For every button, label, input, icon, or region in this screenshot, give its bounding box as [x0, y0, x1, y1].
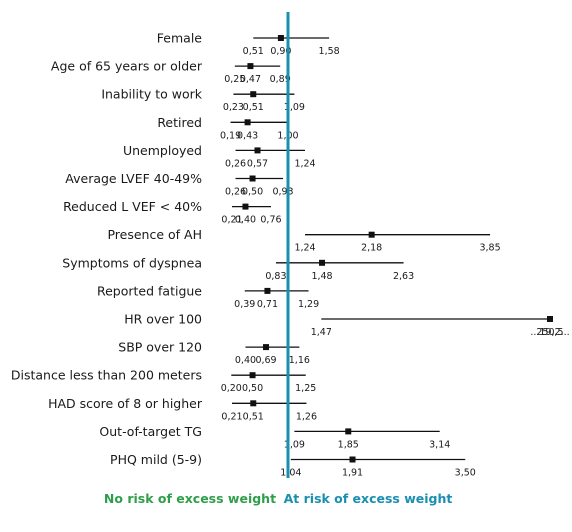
ci-upper-label: 0,76 [260, 215, 281, 226]
ci-upper-label: 1,29 [298, 299, 319, 310]
ci-upper-label: 1,25 [295, 383, 316, 394]
forest-row: Presence of AH 1,24 2,18 3,85 [107, 227, 500, 254]
row-label: Age of 65 years or older [51, 59, 203, 74]
ci-lower-label: 0,83 [265, 271, 286, 282]
ci-lower-label: 1,04 [280, 468, 301, 479]
point-estimate-label: 0,40 [235, 215, 256, 226]
ci-upper-label: 0,89 [270, 74, 291, 85]
ci-lower-label: 0,19 [220, 130, 241, 141]
ci-lower-label: 0,26 [225, 187, 246, 198]
point-estimate-marker [249, 372, 256, 379]
point-estimate-label: 1,85 [338, 439, 359, 450]
forest-row: HAD score of 8 or higher 0,21 0,51 1,26 [48, 396, 317, 423]
point-estimate-marker [250, 400, 257, 407]
ci-upper-label: 1,58 [319, 46, 340, 57]
point-estimate-label: 0,71 [257, 299, 278, 310]
point-estimate-marker [254, 147, 261, 154]
forest-rows: Female 0,51 0,90 1,58 Age of 65 years or old… [11, 31, 570, 479]
ci-upper-label: 0,93 [272, 187, 293, 198]
point-estimate-label: 1,91 [342, 468, 363, 479]
point-estimate-label: 0,51 [243, 102, 264, 113]
row-label: Inability to work [101, 87, 202, 102]
forest-row: Reported fatigue 0,39 0,71 1,29 [97, 283, 319, 310]
row-label: Reduced L VEF < 40% [63, 199, 202, 214]
row-label: Presence of AH [107, 227, 202, 242]
footer-no-risk-label: No risk of excess weight [104, 491, 276, 506]
ci-upper-label: 3,50 [455, 468, 476, 479]
point-estimate-marker [349, 456, 356, 463]
ci-lower-label: 0,20 [221, 383, 242, 394]
forest-row: Female 0,51 0,90 1,58 [157, 31, 340, 58]
forest-row: Inability to work 0,230,51 1,09 [101, 87, 305, 114]
ci-upper-label: 1,26 [296, 411, 317, 422]
row-label: HR over 100 [124, 312, 202, 327]
ci-lower-label: 0,21 [221, 215, 242, 226]
ci-lower-label: 0,39 [234, 299, 255, 310]
row-label: Female [157, 31, 203, 46]
forest-row: Reduced L VEF < 40% 0,210,40 0,76 [63, 199, 281, 226]
row-label: SBP over 120 [118, 340, 202, 355]
forest-row: PHQ mild (5-9) 1,04 1,91 3,50 [110, 452, 476, 479]
point-estimate-label: 0,51 [243, 411, 264, 422]
ci-upper-label: 1,16 [289, 355, 310, 366]
ci-lower-label: 1,09 [284, 439, 305, 450]
ci-lower-label: 1,47 [311, 327, 332, 338]
point-estimate-marker [345, 428, 352, 435]
ci-upper-label: 1,24 [294, 158, 315, 169]
ci-upper-label: 1,09 [284, 102, 305, 113]
point-estimate-marker [247, 63, 254, 70]
point-estimate-label: 2,18 [361, 243, 382, 254]
ci-lower-label: 0,51 [243, 46, 264, 57]
forest-row: SBP over 120 0,40 0,69 1,16 [118, 340, 310, 367]
point-estimate-label: 0,47 [240, 74, 261, 85]
forest-row: Distance less than 200 meters 0,20 0,50 1,2… [11, 368, 316, 395]
forest-row: Unemployed 0,26 0,57 1,24 [123, 143, 316, 170]
point-estimate-marker [277, 35, 284, 41]
point-estimate-label: 0,50 [242, 187, 263, 198]
forest-row: Average LVEF 40-49% 0,260,50 0,93 [65, 171, 293, 198]
row-label: Average LVEF 40-49% [65, 171, 202, 186]
point-estimate-label: 0,90 [270, 46, 291, 57]
ci-upper-label: 3,14 [429, 439, 450, 450]
row-label: Unemployed [123, 143, 202, 158]
row-label: HAD score of 8 or higher [48, 396, 203, 411]
point-estimate-label: 0,50 [242, 383, 263, 394]
row-label: Out-of-target TG [99, 424, 202, 439]
point-estimate-marker [244, 119, 251, 126]
ci-lower-label: 0,21 [221, 411, 242, 422]
footer-at-risk-label: At risk of excess weight [284, 491, 453, 506]
point-estimate-label: 0,69 [255, 355, 276, 366]
ci-lower-label: 0,23 [223, 102, 244, 113]
point-estimate-marker [319, 259, 326, 266]
forest-row: Symptoms of dyspnea 0,83 1,48 2,63 [62, 255, 414, 282]
point-estimate-label: ...19,2... [530, 327, 569, 338]
row-label: PHQ mild (5-9) [110, 452, 202, 467]
row-label: Distance less than 200 meters [11, 368, 202, 383]
ci-upper-label: 3,85 [479, 243, 500, 254]
ci-lower-label: 0,26 [225, 158, 246, 169]
point-estimate-marker [368, 231, 375, 238]
point-estimate-marker [250, 91, 257, 98]
point-estimate-marker [263, 344, 270, 351]
ci-lower-label: 1,24 [294, 243, 315, 254]
point-estimate-marker [547, 316, 553, 322]
ci-upper-label: 2,63 [393, 271, 414, 282]
forest-row: Out-of-target TG 1,09 1,85 3,14 [99, 424, 450, 451]
point-estimate-marker [242, 203, 249, 210]
row-label: Symptoms of dyspnea [62, 255, 202, 270]
point-estimate-label: 0,57 [247, 158, 268, 169]
row-label: Retired [157, 115, 202, 130]
forest-row: Age of 65 years or older 0,250,47 0,89 [51, 59, 291, 86]
forest-row: HR over 100 1,47 ...19,2...250,5 [124, 312, 569, 339]
ci-lower-label: 0,25 [224, 74, 245, 85]
point-estimate-marker [264, 287, 271, 294]
ci-upper-label: 250,5 [536, 327, 563, 338]
point-estimate-label: 0,43 [237, 130, 258, 141]
row-label: Reported fatigue [97, 283, 202, 298]
point-estimate-label: 1,48 [311, 271, 332, 282]
point-estimate-marker [249, 175, 256, 182]
ci-lower-label: 0,40 [235, 355, 256, 366]
